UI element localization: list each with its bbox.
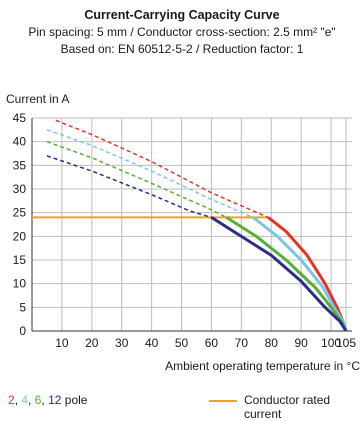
legend-pole-12: 12 — [48, 393, 62, 407]
series-12-pole-dashed — [46, 155, 212, 219]
legend-pole-suffix: pole — [61, 393, 88, 407]
y-tick-label: 25 — [13, 206, 27, 220]
x-tick-label: 80 — [265, 336, 279, 350]
series-12-pole-line — [210, 216, 348, 332]
legend-pole-6: 6 — [34, 393, 42, 407]
y-tick-label: 30 — [13, 182, 27, 196]
y-tick-label: 10 — [13, 277, 27, 291]
x-tick-label: 90 — [294, 336, 308, 350]
legend-poles: 2, 4, 6, 12 pole — [8, 393, 87, 407]
x-tick-label: 50 — [175, 336, 189, 350]
x-tick-label: 10 — [55, 336, 69, 350]
y-tick-label: 20 — [13, 229, 27, 243]
y-tick-label: 45 — [13, 111, 27, 125]
legend-rated-current-label: Conductor rated current — [244, 393, 331, 421]
y-tick-label: 0 — [19, 324, 26, 338]
legend-sep: , — [41, 393, 49, 407]
y-tick-label: 5 — [19, 300, 26, 314]
chart-subtitle-line-2: Based on: EN 60512-5-2 / Reduction facto… — [60, 42, 304, 56]
x-tick-label: 20 — [85, 336, 99, 350]
x-tick-label: 105 — [336, 336, 356, 350]
series-6-pole-dashed — [46, 140, 227, 219]
y-tick-label: 40 — [13, 135, 27, 149]
legend-pole-2: 2 — [8, 393, 15, 407]
chart-subtitle-line-1: Pin spacing: 5 mm / Conductor cross-sect… — [28, 25, 336, 39]
legend-sep: , — [28, 393, 35, 407]
legend-rated-current-swatch — [209, 400, 237, 402]
series-4-pole-dashed — [46, 129, 254, 219]
chart-plot: 0 5 10 15 20 25 30 35 40 45 10 20 30 40 50 60 70 80 90 1001… — [13, 111, 357, 350]
x-tick-label: 70 — [235, 336, 249, 350]
chart-title: Current-Carrying Capacity Curve — [84, 8, 280, 22]
y-tick-label: 35 — [13, 158, 27, 172]
x-tick-label: 60 — [205, 336, 219, 350]
x-tick-label: 30 — [115, 336, 129, 350]
y-axis-label: Current in A — [6, 92, 70, 106]
legend-sep: , — [14, 393, 22, 407]
series-6-pole-line — [225, 216, 348, 332]
x-tick-label: 100 — [321, 336, 341, 350]
series-2-pole-dashed — [55, 119, 269, 219]
y-tick-label: 15 — [13, 253, 27, 267]
x-axis-label: Ambient operating temperature in °C — [165, 359, 360, 373]
legend-pole-4: 4 — [21, 393, 29, 407]
x-tick-label: 40 — [145, 336, 159, 350]
